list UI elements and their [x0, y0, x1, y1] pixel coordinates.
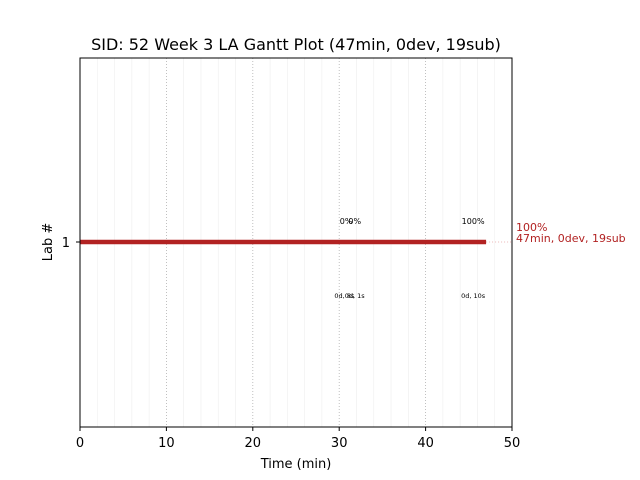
duration-annotation: 0d, 1s	[345, 292, 366, 300]
progress-annotation: 0%	[348, 217, 361, 226]
x-tick-label: 0	[76, 436, 84, 451]
progress-annotation: 100%	[462, 217, 485, 226]
chart-title: SID: 52 Week 3 LA Gantt Plot (47min, 0de…	[91, 35, 501, 54]
x-tick-label: 20	[245, 436, 262, 451]
x-tick-label: 50	[504, 436, 521, 451]
x-axis-label: Time (min)	[260, 457, 332, 472]
y-axis-label: Lab #	[41, 223, 56, 262]
progress-annotation: 0%	[340, 217, 353, 226]
duration-annotation: 0d, 8s	[334, 292, 355, 300]
bar-end-summary-label: 47min, 0dev, 19sub	[516, 232, 626, 245]
bar-end-percent-label: 100%	[516, 221, 547, 234]
duration-annotation: 0d, 10s	[461, 292, 486, 300]
tick-layer: 0 10 20 30 40 50 1	[62, 236, 521, 451]
x-tick-label: 10	[158, 436, 175, 451]
x-tick-label: 40	[417, 436, 434, 451]
x-tick-label: 30	[331, 436, 348, 451]
bar-layer: 100%47min, 0dev, 19sub	[80, 221, 626, 245]
y-tick-label: 1	[62, 236, 70, 251]
